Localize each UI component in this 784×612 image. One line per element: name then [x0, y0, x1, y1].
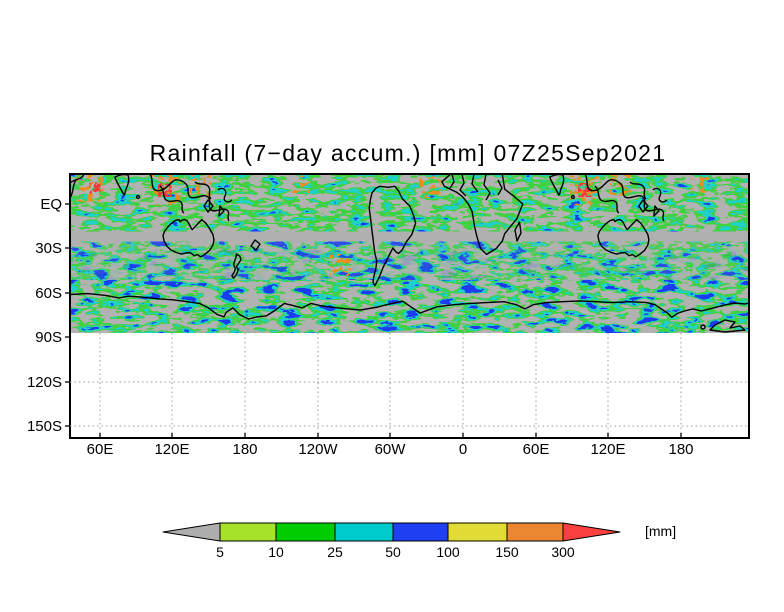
svg-text:5: 5 [216, 544, 224, 560]
svg-text:50: 50 [385, 544, 401, 560]
svg-text:120S: 120S [27, 374, 62, 391]
svg-text:30S: 30S [35, 240, 62, 257]
svg-text:10: 10 [268, 544, 284, 560]
svg-text:60E: 60E [87, 441, 114, 458]
svg-text:120E: 120E [590, 441, 625, 458]
svg-text:150S: 150S [27, 418, 62, 435]
svg-text:180: 180 [668, 441, 693, 458]
svg-text:120E: 120E [154, 441, 189, 458]
svg-text:EQ: EQ [40, 196, 62, 213]
svg-text:100: 100 [436, 544, 460, 560]
svg-text:25: 25 [327, 544, 343, 560]
svg-text:150: 150 [495, 544, 519, 560]
svg-text:180: 180 [232, 441, 257, 458]
svg-text:0: 0 [459, 441, 467, 458]
svg-text:Rainfall (7−day accum.) [mm] 0: Rainfall (7−day accum.) [mm] 07Z25Sep202… [150, 140, 667, 166]
svg-text:120W: 120W [298, 441, 338, 458]
svg-text:60E: 60E [523, 441, 550, 458]
svg-text:[mm]: [mm] [645, 523, 676, 539]
svg-text:60W: 60W [375, 441, 407, 458]
svg-text:300: 300 [551, 544, 575, 560]
svg-text:90S: 90S [35, 329, 62, 346]
svg-text:60S: 60S [35, 285, 62, 302]
